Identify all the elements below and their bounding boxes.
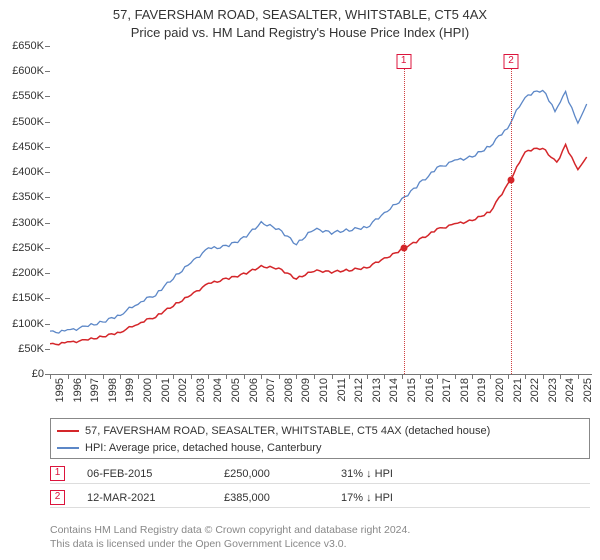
series-price_paid [50,144,587,344]
legend-row-2: HPI: Average price, detached house, Cant… [57,440,583,457]
y-tick-label: £400K [12,166,44,178]
x-tick-label: 2023 [547,378,559,402]
x-tick-label: 2009 [300,378,312,402]
legend-row-1: 57, FAVERSHAM ROAD, SEASALTER, WHITSTABL… [57,423,583,440]
event-flag-1: 1 [50,466,65,481]
y-tick-label: £550K [12,90,44,102]
x-tick-label: 1997 [89,378,101,402]
title-block: 57, FAVERSHAM ROAD, SEASALTER, WHITSTABL… [0,0,600,41]
event-flag-2: 2 [50,490,65,505]
legend-swatch-1 [57,430,79,432]
event-date-1: 06-FEB-2015 [87,468,202,480]
x-tick-label: 2020 [494,378,506,402]
x-tick-label: 1996 [72,378,84,402]
x-tick-label: 1995 [54,378,66,402]
y-tick-label: £300K [12,217,44,229]
event-date-2: 12-MAR-2021 [87,492,202,504]
y-tick-label: £250K [12,242,44,254]
transaction-flag-2: 2 [504,54,519,69]
event-price-1: £250,000 [224,468,319,480]
y-tick-label: £50K [18,343,44,355]
x-tick-label: 2021 [512,378,524,402]
x-tick-label: 2006 [248,378,260,402]
event-row-2: 2 12-MAR-2021 £385,000 17% ↓ HPI [50,484,590,508]
event-delta-1: 31% ↓ HPI [341,468,590,480]
x-tick-label: 2014 [388,378,400,402]
x-tick-label: 2019 [476,378,488,402]
events-table: 1 06-FEB-2015 £250,000 31% ↓ HPI 2 12-MA… [50,460,590,508]
x-tick-label: 2024 [564,378,576,402]
event-price-2: £385,000 [224,492,319,504]
plot: £0£50K£100K£150K£200K£250K£300K£350K£400… [50,46,592,375]
transaction-marker-2 [508,176,515,183]
x-tick-label: 2022 [529,378,541,402]
chart-area: £0£50K£100K£150K£200K£250K£300K£350K£400… [50,46,592,374]
transaction-marker-1 [400,244,407,251]
legend: 57, FAVERSHAM ROAD, SEASALTER, WHITSTABL… [50,418,590,459]
transaction-flag-1: 1 [396,54,411,69]
x-tick-label: 2004 [212,378,224,402]
x-tick-label: 2013 [371,378,383,402]
event-row-1: 1 06-FEB-2015 £250,000 31% ↓ HPI [50,460,590,484]
y-tick-label: £150K [12,292,44,304]
legend-swatch-2 [57,447,79,449]
footnote-line-2: This data is licensed under the Open Gov… [50,538,590,552]
x-tick-label: 2007 [265,378,277,402]
x-tick-label: 2018 [459,378,471,402]
title-line-2: Price paid vs. HM Land Registry's House … [0,24,600,42]
x-tick-label: 2012 [353,378,365,402]
x-tick-label: 2025 [582,378,594,402]
y-tick-label: £350K [12,191,44,203]
footnote-line-1: Contains HM Land Registry data © Crown c… [50,524,590,538]
y-tick-label: £600K [12,65,44,77]
transaction-line-2 [511,69,512,374]
y-tick-label: £0 [32,368,44,380]
x-tick-label: 2000 [142,378,154,402]
x-tick-label: 2008 [283,378,295,402]
chart-container: 57, FAVERSHAM ROAD, SEASALTER, WHITSTABL… [0,0,600,560]
x-tick-label: 2010 [318,378,330,402]
series-hpi [50,90,587,333]
x-tick-label: 2001 [160,378,172,402]
x-tick-label: 2017 [441,378,453,402]
y-tick-label: £200K [12,267,44,279]
x-tick-label: 1999 [124,378,136,402]
y-tick-label: £450K [12,141,44,153]
x-tick-label: 2003 [195,378,207,402]
y-tick-label: £500K [12,116,44,128]
x-tick-label: 2002 [177,378,189,402]
x-tick-label: 2016 [424,378,436,402]
transaction-line-1 [404,69,405,374]
title-line-1: 57, FAVERSHAM ROAD, SEASALTER, WHITSTABL… [0,6,600,24]
footnote: Contains HM Land Registry data © Crown c… [50,524,590,551]
x-tick-label: 2005 [230,378,242,402]
x-tick-label: 1998 [107,378,119,402]
legend-label-2: HPI: Average price, detached house, Cant… [85,440,321,457]
event-delta-2: 17% ↓ HPI [341,492,590,504]
x-tick-label: 2011 [336,378,348,402]
y-tick-label: £100K [12,318,44,330]
x-tick-label: 2015 [406,378,418,402]
y-tick-label: £650K [12,40,44,52]
legend-label-1: 57, FAVERSHAM ROAD, SEASALTER, WHITSTABL… [85,423,490,440]
